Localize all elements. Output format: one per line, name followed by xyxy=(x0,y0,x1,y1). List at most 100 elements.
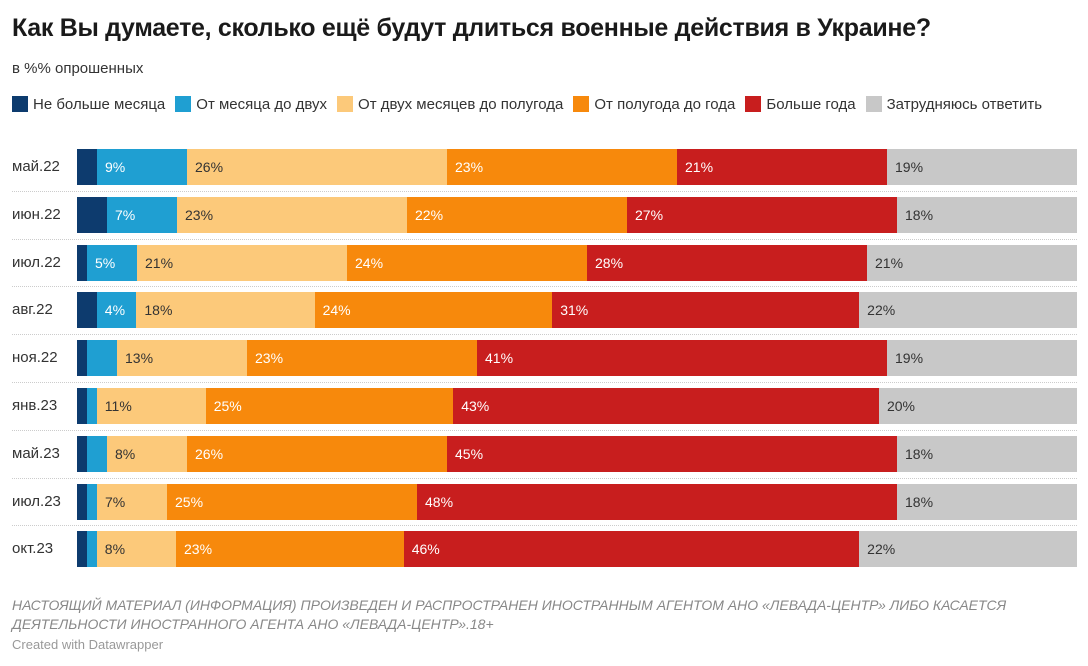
data-label: 23% xyxy=(184,541,213,558)
data-label: 11% xyxy=(104,398,132,414)
data-label: 22% xyxy=(415,206,444,223)
bar-segment xyxy=(177,196,407,233)
bar-segment xyxy=(96,292,137,329)
legend-item: От двух месяцев до полугода xyxy=(337,93,563,116)
data-label: 46% xyxy=(411,541,440,558)
data-label: 9% xyxy=(105,159,126,175)
legend-swatch xyxy=(337,96,354,112)
bar-segment xyxy=(87,244,137,281)
legend-item: От полугода до года xyxy=(573,93,735,116)
data-label: 18% xyxy=(905,445,934,462)
row-label: июл.22 xyxy=(12,253,61,271)
row-divider xyxy=(12,429,1077,431)
bar-segment xyxy=(96,531,176,568)
legend-label: От двух месяцев до полугода xyxy=(358,96,564,113)
bar-segment xyxy=(176,531,404,568)
legend-swatch xyxy=(573,96,590,112)
row-label: окт.23 xyxy=(12,540,54,558)
legend-label: От полугода до года xyxy=(594,96,736,113)
bar-segment xyxy=(859,292,1077,329)
legend-item: От месяца до двух xyxy=(175,93,327,116)
data-label: 27% xyxy=(635,206,664,223)
data-label: 20% xyxy=(886,398,915,414)
bar-segment xyxy=(77,340,87,377)
bar-segment xyxy=(187,149,447,185)
bar-segment xyxy=(453,388,879,424)
row-divider xyxy=(12,525,1077,527)
row-label: июн.22 xyxy=(12,205,61,223)
data-label: 21% xyxy=(145,254,174,271)
bar-segment xyxy=(417,483,897,520)
data-label: 31% xyxy=(560,302,589,319)
bar-segment xyxy=(86,388,97,424)
bar-segment xyxy=(347,244,587,281)
row-label: янв.23 xyxy=(12,397,58,414)
row-divider xyxy=(12,190,1077,192)
bar-segment xyxy=(97,149,187,185)
bar-segment xyxy=(897,483,1077,520)
row-divider xyxy=(12,382,1077,383)
datawrapper-credit: Created with Datawrapper xyxy=(12,637,164,652)
legend-swatch xyxy=(175,96,192,112)
bar-segment xyxy=(552,292,860,329)
bar-segment xyxy=(867,244,1077,281)
row-divider xyxy=(12,334,1077,336)
data-label: 26% xyxy=(195,159,224,175)
data-label: 23% xyxy=(185,206,214,223)
bar-segment xyxy=(77,196,107,233)
bar-segment xyxy=(878,388,1077,424)
data-label: 7% xyxy=(115,206,136,223)
foreign-agent-note: НАСТОЯЩИЙ МАТЕРИАЛ (ИНФОРМАЦИЯ) ПРОИЗВЕД… xyxy=(12,597,1007,632)
data-label: 25% xyxy=(175,493,204,510)
bar-segment xyxy=(77,244,87,281)
bar-segment xyxy=(86,531,97,568)
row-divider xyxy=(12,477,1077,479)
bar-segment xyxy=(77,483,87,520)
legend-label: От месяца до двух xyxy=(196,96,328,113)
bar-segment xyxy=(96,388,206,424)
data-label: 8% xyxy=(104,541,126,558)
data-label: 8% xyxy=(115,445,136,462)
data-label: 28% xyxy=(595,254,624,271)
bar-segment xyxy=(77,149,97,185)
bar-segment xyxy=(117,340,247,377)
data-label: 24% xyxy=(355,254,384,271)
bar-segment xyxy=(447,149,677,185)
bar-segment xyxy=(677,149,887,185)
bar-segment xyxy=(205,388,454,424)
data-label: 5% xyxy=(95,254,116,271)
legend-item: Затрудняюсь ответить xyxy=(865,93,1043,116)
bar-segment xyxy=(887,340,1077,377)
row-divider xyxy=(12,238,1077,240)
data-label: 13% xyxy=(125,350,154,367)
bar-segment xyxy=(77,292,97,329)
chart-subtitle: в %% опрошенных xyxy=(12,60,144,77)
bar-segment xyxy=(627,196,897,233)
data-label: 48% xyxy=(425,493,454,510)
chart-title: Как Вы думаете, сколько ещё будут длитьс… xyxy=(12,14,931,42)
row-label: май.23 xyxy=(12,444,60,462)
bar-segment xyxy=(407,196,627,233)
bar-segment xyxy=(77,435,87,472)
row-divider xyxy=(12,286,1077,288)
data-label: 18% xyxy=(144,302,173,319)
bar-segment xyxy=(587,244,867,281)
bar-segment xyxy=(87,483,97,520)
bar-segment xyxy=(136,292,315,329)
data-label: 26% xyxy=(195,445,224,462)
data-label: 21% xyxy=(875,254,904,271)
bar-segment xyxy=(859,531,1077,568)
row-label: авг.22 xyxy=(12,301,53,319)
data-label: 45% xyxy=(455,445,484,462)
row-label: май.22 xyxy=(12,158,60,175)
legend-label: Затрудняюсь ответить xyxy=(886,96,1043,113)
data-label: 21% xyxy=(685,159,714,175)
data-label: 23% xyxy=(255,350,284,367)
data-label: 22% xyxy=(867,541,896,558)
bar-segment xyxy=(314,292,553,329)
row-label: ноя.22 xyxy=(12,349,58,367)
bar-segment xyxy=(77,388,87,424)
bar-segment xyxy=(403,531,860,568)
bar-segment xyxy=(107,435,187,472)
data-label: 41% xyxy=(485,350,514,367)
